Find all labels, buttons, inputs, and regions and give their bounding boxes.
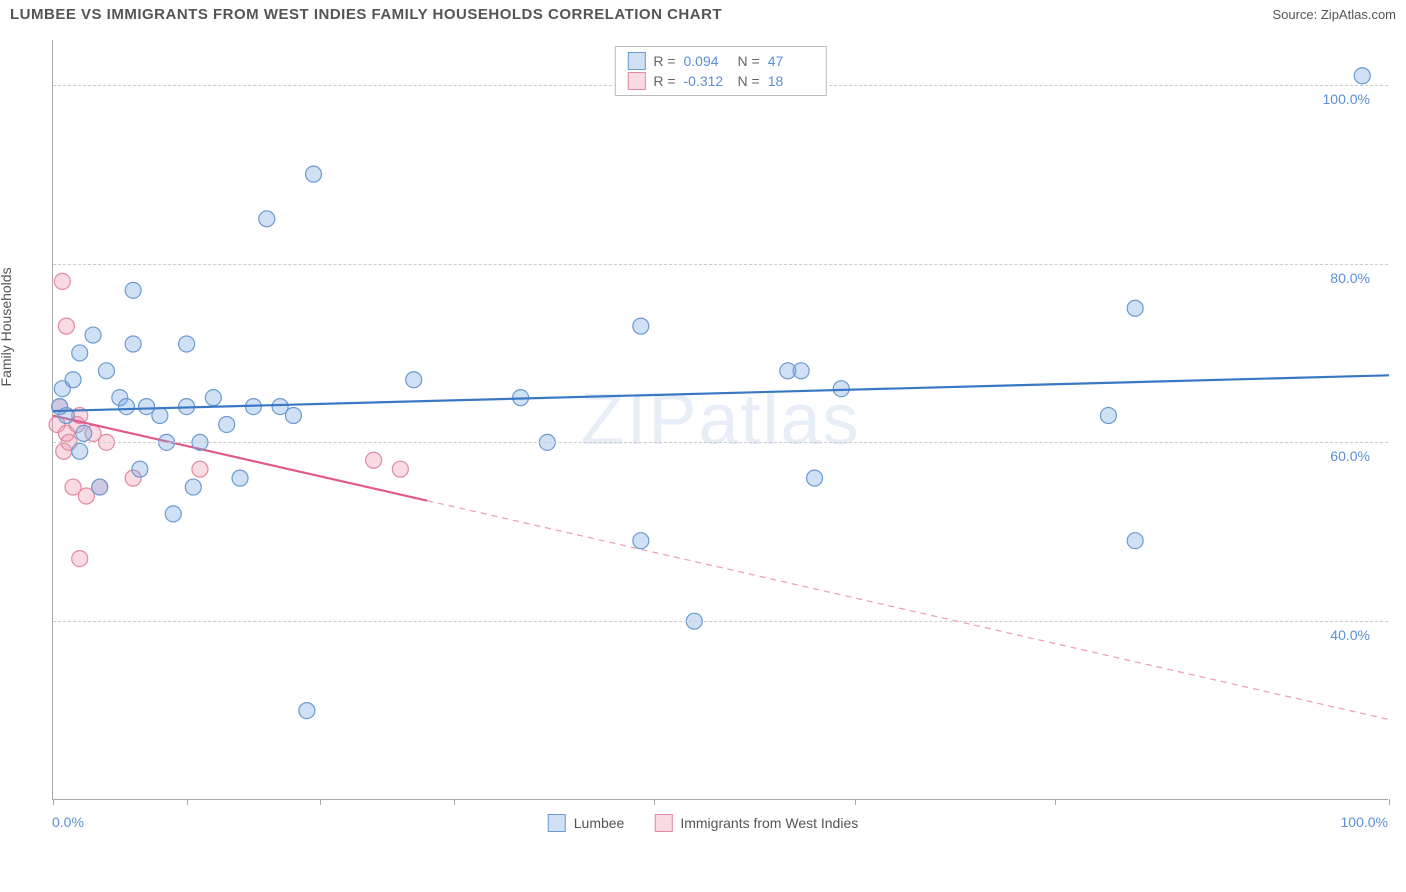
legend-n-label: N = bbox=[738, 53, 760, 69]
lumbee-point bbox=[92, 479, 108, 495]
lumbee-point bbox=[1354, 68, 1370, 84]
immigrants-point bbox=[58, 318, 74, 334]
x-axis-max-label: 100.0% bbox=[1341, 814, 1388, 830]
x-axis-min-label: 0.0% bbox=[52, 814, 84, 830]
legend-n-lumbee: 47 bbox=[768, 53, 814, 69]
legend-r-lumbee: 0.094 bbox=[684, 53, 730, 69]
lumbee-point bbox=[125, 282, 141, 298]
gridline bbox=[53, 442, 1388, 443]
immigrants-trendline-extrapolated bbox=[427, 501, 1389, 720]
y-tick-label: 60.0% bbox=[1330, 448, 1370, 464]
lumbee-point bbox=[299, 703, 315, 719]
lumbee-point bbox=[807, 470, 823, 486]
immigrants-point bbox=[392, 461, 408, 477]
lumbee-point bbox=[72, 345, 88, 361]
immigrants-point bbox=[54, 273, 70, 289]
lumbee-point bbox=[1127, 300, 1143, 316]
lumbee-point bbox=[72, 443, 88, 459]
x-tick bbox=[1389, 799, 1390, 805]
chart-title: LUMBEE VS IMMIGRANTS FROM WEST INDIES FA… bbox=[10, 6, 722, 23]
gridline bbox=[53, 621, 1388, 622]
x-tick bbox=[855, 799, 856, 805]
legend-swatch-lumbee bbox=[627, 52, 645, 70]
lumbee-point bbox=[633, 533, 649, 549]
lumbee-point bbox=[259, 211, 275, 227]
lumbee-point bbox=[179, 336, 195, 352]
lumbee-point bbox=[76, 425, 92, 441]
legend-r-label: R = bbox=[653, 73, 675, 89]
lumbee-point bbox=[205, 390, 221, 406]
lumbee-point bbox=[98, 363, 114, 379]
lumbee-point bbox=[406, 372, 422, 388]
lumbee-point bbox=[65, 372, 81, 388]
lumbee-point bbox=[152, 408, 168, 424]
x-tick bbox=[1055, 799, 1056, 805]
legend-n-label: N = bbox=[738, 73, 760, 89]
legend-n-immigrants: 18 bbox=[768, 73, 814, 89]
lumbee-point bbox=[833, 381, 849, 397]
immigrants-point bbox=[192, 461, 208, 477]
legend-stats: R = 0.094 N = 47 R = -0.312 N = 18 bbox=[614, 46, 826, 96]
legend-label-lumbee: Lumbee bbox=[574, 815, 625, 831]
y-tick-label: 100.0% bbox=[1323, 91, 1370, 107]
lumbee-point bbox=[165, 506, 181, 522]
legend-swatch-immigrants bbox=[627, 72, 645, 90]
legend-swatch-immigrants-bottom bbox=[654, 814, 672, 832]
lumbee-point bbox=[285, 408, 301, 424]
legend-r-immigrants: -0.312 bbox=[684, 73, 730, 89]
lumbee-point bbox=[185, 479, 201, 495]
gridline bbox=[53, 264, 1388, 265]
y-tick-label: 40.0% bbox=[1330, 627, 1370, 643]
lumbee-point bbox=[118, 399, 134, 415]
lumbee-point bbox=[633, 318, 649, 334]
lumbee-trendline bbox=[53, 375, 1389, 411]
legend-label-immigrants: Immigrants from West Indies bbox=[680, 815, 858, 831]
plot-area: ZIPatlas R = 0.094 N = 47 R = -0.312 N =… bbox=[52, 40, 1388, 800]
lumbee-point bbox=[232, 470, 248, 486]
x-tick bbox=[187, 799, 188, 805]
x-tick bbox=[320, 799, 321, 805]
x-tick bbox=[654, 799, 655, 805]
lumbee-point bbox=[1100, 408, 1116, 424]
chart-svg bbox=[53, 40, 1389, 800]
legend-r-label: R = bbox=[653, 53, 675, 69]
lumbee-point bbox=[219, 416, 235, 432]
immigrants-point bbox=[366, 452, 382, 468]
chart-container: Family Households ZIPatlas R = 0.094 N =… bbox=[10, 34, 1396, 842]
lumbee-point bbox=[306, 166, 322, 182]
legend-swatch-lumbee-bottom bbox=[548, 814, 566, 832]
lumbee-point bbox=[793, 363, 809, 379]
lumbee-point bbox=[132, 461, 148, 477]
source-label: Source: ZipAtlas.com bbox=[1272, 7, 1396, 22]
lumbee-point bbox=[125, 336, 141, 352]
y-tick-label: 80.0% bbox=[1330, 270, 1370, 286]
x-tick bbox=[454, 799, 455, 805]
immigrants-point bbox=[72, 551, 88, 567]
x-tick bbox=[53, 799, 54, 805]
lumbee-point bbox=[1127, 533, 1143, 549]
legend-series: Lumbee Immigrants from West Indies bbox=[548, 814, 859, 832]
y-axis-label: Family Households bbox=[0, 267, 14, 386]
lumbee-point bbox=[85, 327, 101, 343]
